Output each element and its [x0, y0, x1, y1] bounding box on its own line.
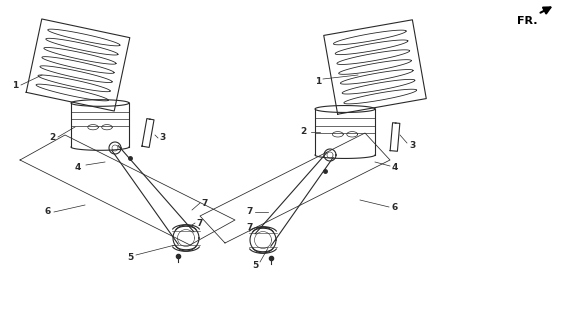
Text: 5: 5 — [127, 253, 133, 262]
Text: 4: 4 — [75, 163, 81, 172]
Text: 5: 5 — [252, 260, 258, 269]
Text: 2: 2 — [49, 132, 55, 141]
Text: 3: 3 — [409, 140, 415, 149]
Text: 6: 6 — [392, 203, 398, 212]
Text: 1: 1 — [315, 77, 321, 86]
Text: 7: 7 — [247, 222, 253, 231]
Text: 6: 6 — [45, 207, 51, 217]
Text: 7: 7 — [247, 207, 253, 217]
Text: 4: 4 — [392, 164, 398, 172]
Text: 7: 7 — [202, 198, 208, 207]
Text: 7: 7 — [197, 219, 203, 228]
Text: 3: 3 — [160, 133, 166, 142]
Text: FR.: FR. — [517, 16, 538, 26]
Text: 2: 2 — [300, 127, 306, 137]
Text: 1: 1 — [12, 81, 18, 90]
